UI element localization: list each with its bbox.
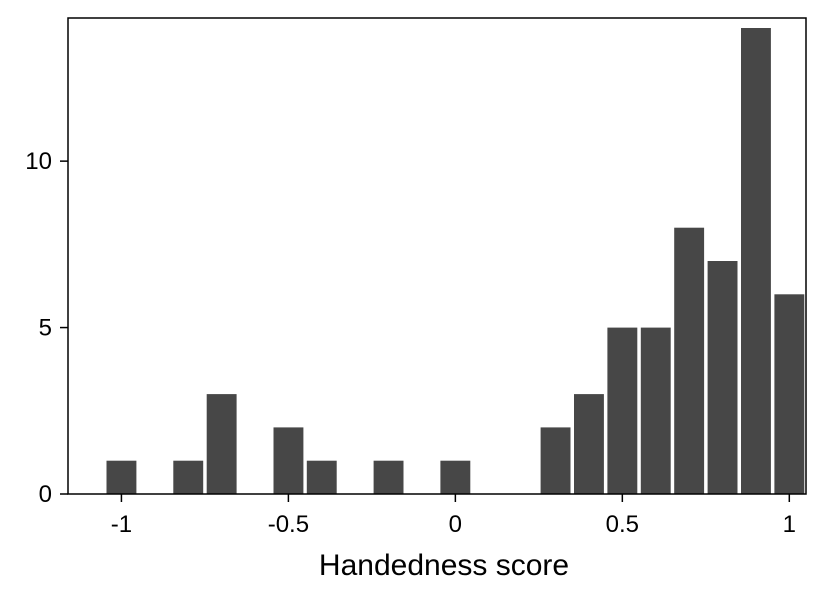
histogram-bar	[640, 327, 671, 494]
bars-group	[106, 28, 805, 494]
histogram-bar	[440, 460, 471, 494]
histogram-bar	[607, 327, 638, 494]
x-tick-label: -1	[111, 511, 132, 538]
y-tick-label: 0	[39, 481, 52, 508]
histogram-bar	[373, 460, 404, 494]
histogram-bar	[540, 427, 571, 494]
y-axis-ticks: 0 5 10	[25, 148, 68, 508]
plot-frame	[67, 17, 807, 495]
histogram-bar	[707, 261, 738, 494]
x-axis-title: Handedness score	[319, 549, 569, 582]
histogram-bar	[774, 294, 805, 494]
histogram-bar	[273, 427, 304, 494]
histogram-bar	[106, 460, 137, 494]
histogram-bar	[306, 460, 337, 494]
histogram-bar	[674, 227, 705, 494]
y-tick-label: 10	[25, 148, 52, 175]
x-axis-ticks: -1 -0.5 0 0.5 1	[111, 494, 796, 538]
x-tick-label: -0.5	[268, 511, 309, 538]
x-tick-label: 0	[449, 511, 462, 538]
histogram-bar	[574, 394, 604, 494]
histogram-bar	[741, 28, 771, 494]
histogram-bar	[173, 460, 204, 494]
x-tick-label: 0.5	[606, 511, 639, 538]
x-tick-label: 1	[783, 511, 796, 538]
y-tick-label: 5	[39, 315, 52, 342]
histogram-bar	[206, 394, 237, 494]
